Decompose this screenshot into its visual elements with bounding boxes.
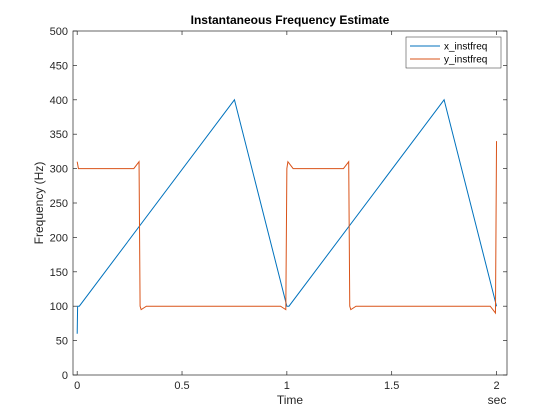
x-tick-label: 2 xyxy=(493,380,499,392)
x-tick-label: 0.5 xyxy=(174,380,189,392)
plot-background xyxy=(73,31,507,375)
y-tick-label: 450 xyxy=(50,60,68,72)
x-tick-label: 1 xyxy=(284,380,290,392)
axes-layer: 0 50 100 150 200 250 300 350 400 450 500 0 0.5 1 1.5 2 xyxy=(50,26,508,392)
x-axis-unit: sec xyxy=(488,393,507,407)
series-layer xyxy=(76,98,498,334)
y-tick-label: 100 xyxy=(50,301,68,313)
y-tick-label: 300 xyxy=(50,164,68,176)
x-axis-label: Time xyxy=(277,393,304,407)
x-tick-label: 1.5 xyxy=(384,380,399,392)
legend-entry-x-instfreq: x_instfreq xyxy=(444,42,487,53)
series-line-y-instfreq xyxy=(76,141,498,315)
y-tick-label: 250 xyxy=(50,198,68,210)
y-tick-label: 400 xyxy=(50,95,68,107)
series-line-x-instfreq xyxy=(76,98,498,334)
legend: x_instfreq y_instfreq xyxy=(405,36,502,69)
legend-entry-y-instfreq: y_instfreq xyxy=(444,55,487,66)
legend-box xyxy=(405,36,502,69)
y-tick-label: 150 xyxy=(50,267,68,279)
y-axis-label: Frequency (Hz) xyxy=(32,162,46,245)
y-tick-label: 50 xyxy=(56,336,68,348)
y-tick-label: 500 xyxy=(50,26,68,38)
y-tick-label: 200 xyxy=(50,232,68,244)
chart-title: Instantaneous Frequency Estimate xyxy=(191,13,390,27)
y-tick-label: 0 xyxy=(62,370,68,382)
y-tick-label: 350 xyxy=(50,129,68,141)
x-tick-label: 0 xyxy=(74,380,80,392)
